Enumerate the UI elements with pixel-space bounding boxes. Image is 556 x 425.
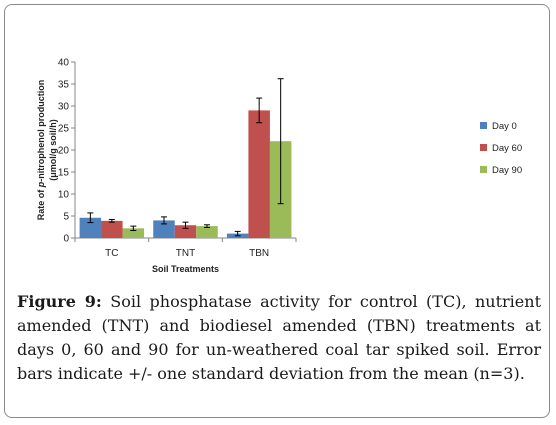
bar [248, 110, 270, 238]
y-tick-label: 15 [58, 168, 70, 179]
y-axis-title: Rate of p-nitrophenol production (μmol/g … [36, 80, 58, 221]
chart-legend: Day 0 Day 60 Day 90 [480, 121, 522, 176]
legend-swatch [480, 144, 487, 151]
y-tick-label: 25 [58, 124, 70, 135]
legend-swatch [480, 166, 487, 173]
y-tick-label: 10 [58, 190, 70, 201]
y-tick-label: 35 [58, 80, 70, 91]
x-axis-title: Soil Treatments [152, 264, 219, 274]
caption-text: Soil phosphatase activity for control (T… [17, 292, 541, 383]
bar [196, 226, 218, 238]
x-tick-label: TBN [249, 248, 269, 259]
caption-label: Figure 9: [17, 292, 102, 311]
figure-caption: Figure 9: Soil phosphatase activity for … [17, 290, 541, 386]
legend-label: Day 0 [492, 121, 517, 132]
chart-bars [79, 78, 292, 238]
bar [79, 217, 102, 238]
legend-label: Day 60 [492, 143, 522, 154]
bar [101, 220, 123, 238]
legend-swatch [480, 122, 487, 129]
y-tick-label: 0 [63, 234, 69, 245]
legend-label: Day 90 [492, 165, 522, 176]
y-tick-label: 20 [58, 146, 70, 157]
x-tick-label: TC [105, 248, 118, 259]
bar [174, 225, 197, 238]
y-tick-label: 30 [58, 102, 70, 113]
bar [153, 220, 175, 238]
bar [122, 228, 145, 238]
y-tick-label: 5 [63, 212, 69, 223]
y-tick-label: 40 [58, 58, 70, 69]
x-tick-label: TNT [176, 248, 195, 259]
